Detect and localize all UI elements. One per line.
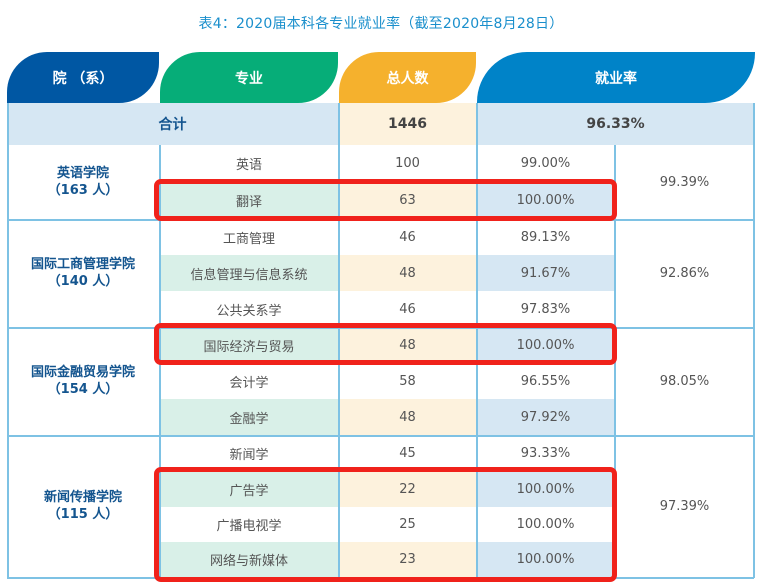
rate-cell: 99.00% bbox=[520, 156, 571, 171]
header-major: 专业 bbox=[160, 52, 338, 103]
college-people: （115 人） bbox=[47, 507, 119, 522]
grid-line bbox=[338, 103, 340, 577]
total-count: 1446 bbox=[339, 103, 476, 145]
major-cell: 广播电视学 bbox=[216, 519, 282, 534]
count-cell: 46 bbox=[399, 301, 416, 317]
major-cell: 会计学 bbox=[229, 375, 269, 391]
count-cell: 25 bbox=[399, 517, 416, 532]
college-rate: 98.05% bbox=[659, 373, 710, 389]
college-people: （163 人） bbox=[47, 183, 119, 198]
college-name: 国际金融贸易学院 bbox=[30, 365, 135, 380]
rate-cell: 96.55% bbox=[520, 373, 571, 389]
major-cell: 金融学 bbox=[160, 399, 338, 435]
college-rate: 99.39% bbox=[659, 174, 710, 190]
rate-cell: 100.00% bbox=[477, 542, 614, 577]
grid-line bbox=[7, 435, 754, 437]
college-cell: 新闻传播学院 （115 人） bbox=[7, 435, 159, 577]
count-cell: 46 bbox=[399, 229, 416, 245]
header-college: 院 （系） bbox=[7, 52, 159, 103]
rate-cell: 100.00% bbox=[477, 327, 614, 363]
count-cell: 58 bbox=[399, 373, 416, 389]
rate-cell: 91.67% bbox=[477, 255, 614, 291]
count-cell: 22 bbox=[339, 471, 476, 507]
rate-cell: 89.13% bbox=[520, 229, 571, 245]
major-cell: 英语 bbox=[235, 158, 262, 173]
major-cell: 信息管理与信息系统 bbox=[160, 255, 338, 291]
count-cell: 48 bbox=[339, 327, 476, 363]
rate-cell: 100.00% bbox=[477, 471, 614, 507]
count-cell: 63 bbox=[339, 182, 476, 219]
highlight-box bbox=[154, 323, 617, 365]
college-cell: 国际工商管理学院 （140 人） bbox=[7, 219, 159, 327]
rate-cell: 97.83% bbox=[520, 301, 571, 317]
rate-cell: 100.00% bbox=[516, 517, 575, 532]
college-cell: 英语学院 （163 人） bbox=[7, 145, 159, 219]
total-rate: 96.33% bbox=[477, 103, 754, 145]
college-people: （154 人） bbox=[47, 382, 119, 397]
rate-cell: 93.33% bbox=[520, 445, 571, 461]
total-label: 合计 bbox=[7, 103, 338, 145]
count-cell: 100 bbox=[395, 156, 420, 171]
major-cell: 公共关系学 bbox=[216, 303, 282, 319]
major-cell: 广告学 bbox=[160, 471, 338, 507]
major-cell: 翻译 bbox=[160, 182, 338, 219]
highlight-box bbox=[154, 179, 617, 221]
table-title: 表4：2020届本科各专业就业率（截至2020年8月28日） bbox=[198, 16, 564, 32]
college-name: 英语学院 bbox=[56, 166, 109, 181]
count-cell: 48 bbox=[339, 255, 476, 291]
count-cell: 45 bbox=[399, 445, 416, 461]
rate-cell: 100.00% bbox=[477, 182, 614, 219]
major-cell: 工商管理 bbox=[222, 231, 275, 247]
highlight-box bbox=[154, 467, 617, 582]
count-cell: 48 bbox=[339, 399, 476, 435]
major-cell: 国际经济与贸易 bbox=[160, 327, 338, 363]
grid-line bbox=[476, 103, 478, 577]
college-name: 新闻传播学院 bbox=[43, 490, 122, 505]
header-total: 总人数 bbox=[339, 52, 476, 103]
college-rate: 92.86% bbox=[659, 265, 710, 281]
college-name: 国际工商管理学院 bbox=[30, 257, 135, 272]
major-cell: 网络与新媒体 bbox=[160, 542, 338, 577]
college-people: （140 人） bbox=[47, 274, 119, 289]
grid-line bbox=[753, 103, 755, 578]
count-cell: 23 bbox=[339, 542, 476, 577]
college-cell: 国际金融贸易学院 （154 人） bbox=[7, 327, 159, 435]
grid-line bbox=[7, 103, 9, 578]
college-rate: 97.39% bbox=[659, 498, 710, 514]
rate-cell: 97.92% bbox=[477, 399, 614, 435]
major-cell: 新闻学 bbox=[229, 447, 269, 463]
header-rate: 就业率 bbox=[477, 52, 755, 103]
